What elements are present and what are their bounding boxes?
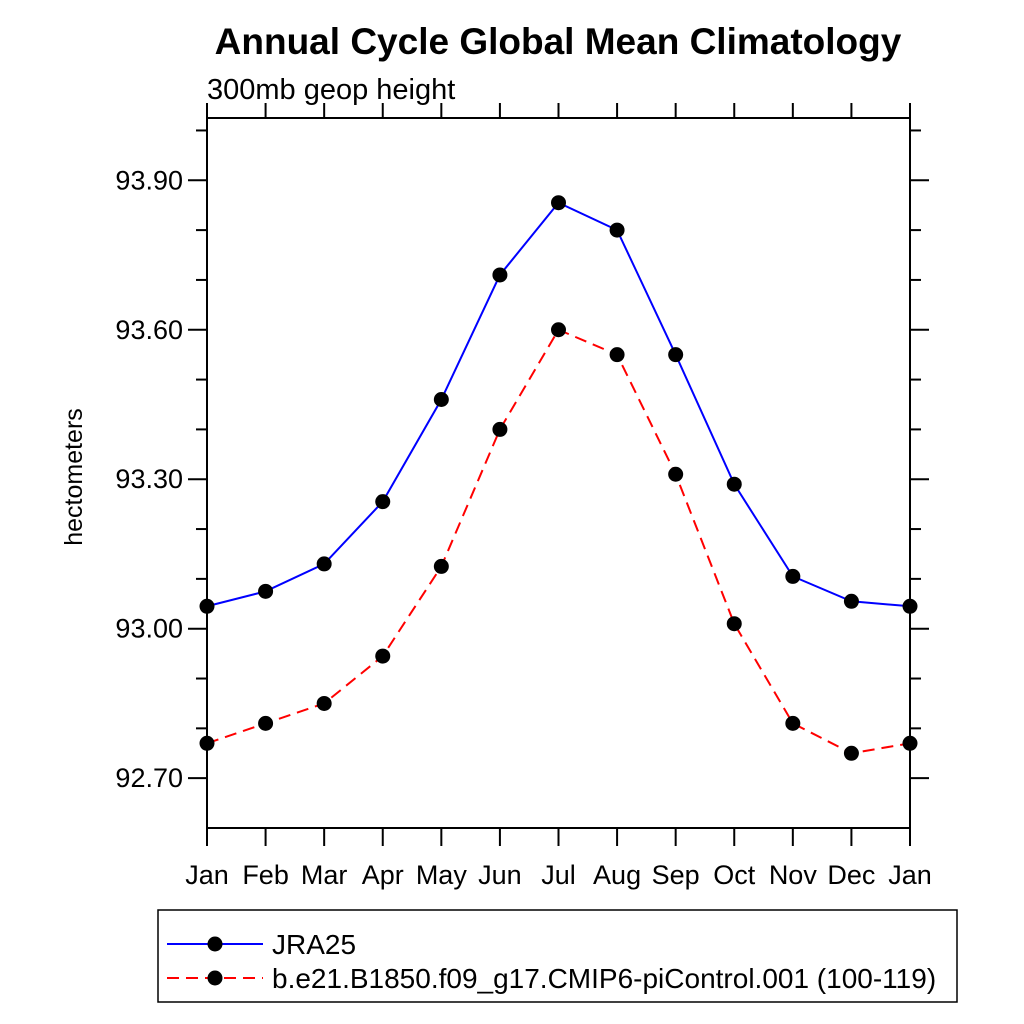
data-point-marker — [433, 558, 449, 574]
x-tick-label: Sep — [652, 860, 700, 890]
data-point-marker — [609, 347, 625, 363]
data-point-marker — [668, 347, 684, 363]
x-tick-labels: Jan Feb Mar Apr May Jun Jul Aug Sep Oct Nov Dec Jan — [185, 860, 932, 890]
data-point-marker — [785, 715, 801, 731]
legend-label-1: b.e21.B1850.f09_g17.CMIP6-piControl.001 … — [272, 963, 936, 994]
legend: JRA25b.e21.B1850.f09_g17.CMIP6-piControl… — [157, 909, 958, 1003]
x-tick-label: Jan — [185, 860, 229, 890]
data-point-marker — [199, 735, 215, 751]
data-point-marker — [492, 421, 508, 437]
legend-marker-1 — [207, 970, 223, 986]
x-tick-label: Aug — [593, 860, 641, 890]
data-point-marker — [726, 476, 742, 492]
x-tick-label: Apr — [362, 860, 404, 890]
data-point-marker — [492, 267, 508, 283]
y-tick-label: 93.60 — [115, 315, 183, 345]
chart-subtitle: 300mb geop height — [207, 74, 455, 106]
data-point-marker — [843, 745, 859, 761]
data-point-marker — [843, 593, 859, 609]
x-tick-label: Dec — [827, 860, 875, 890]
x-tick-label: Jul — [541, 860, 576, 890]
data-point-marker — [902, 598, 918, 614]
x-tick-label: Oct — [713, 860, 756, 890]
data-point-marker — [199, 598, 215, 614]
y-tick-label: 93.30 — [115, 464, 183, 494]
data-point-marker — [258, 583, 274, 599]
data-point-marker — [551, 322, 566, 338]
data-point-marker — [433, 392, 449, 408]
y-axis-label: hectometers — [60, 408, 88, 546]
x-tick-label: Nov — [769, 860, 818, 890]
series-line-0 — [206, 201, 911, 608]
x-tick-label: Jun — [478, 860, 522, 890]
axis-ticks — [188, 103, 929, 846]
data-point-marker — [726, 616, 742, 632]
x-tick-label: Mar — [301, 860, 348, 890]
data-point-marker — [258, 715, 274, 731]
legend-box — [157, 909, 958, 1003]
plot-frame — [206, 117, 911, 829]
x-tick-label: Feb — [242, 860, 289, 890]
y-tick-labels: 92.70 93.00 93.30 93.60 93.90 — [115, 165, 183, 793]
x-tick-label: May — [416, 860, 468, 890]
data-point-marker — [375, 494, 391, 510]
data-point-marker — [375, 648, 391, 664]
legend-entries: JRA25b.e21.B1850.f09_g17.CMIP6-piControl… — [167, 929, 936, 994]
y-tick-label: 93.90 — [115, 165, 183, 195]
data-point-marker — [551, 195, 566, 211]
x-tick-label: Jan — [888, 860, 932, 890]
data-series — [199, 195, 918, 761]
y-tick-label: 92.70 — [115, 763, 183, 793]
series-line-1 — [206, 328, 911, 755]
data-point-marker — [316, 695, 332, 711]
y-tick-label: 93.00 — [115, 614, 183, 644]
data-point-marker — [785, 568, 801, 584]
data-point-marker — [902, 735, 918, 751]
legend-label-0: JRA25 — [272, 929, 356, 960]
legend-marker-0 — [207, 936, 223, 952]
chart-title: Annual Cycle Global Mean Climatology — [215, 21, 902, 62]
data-point-marker — [668, 466, 684, 482]
data-point-marker — [316, 556, 332, 572]
data-point-marker — [609, 222, 625, 238]
